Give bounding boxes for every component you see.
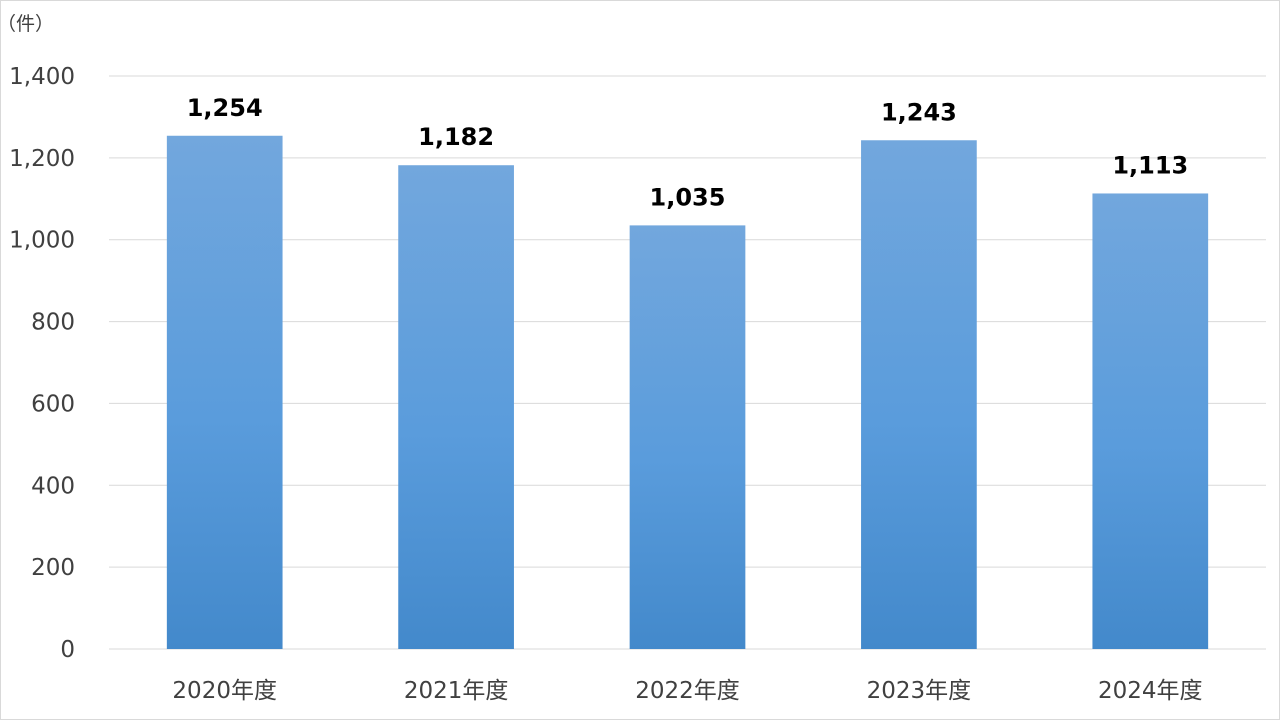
bar-2020年度 xyxy=(166,135,283,649)
bars xyxy=(166,135,1209,649)
data-label-2024年度: 1,113 xyxy=(1112,151,1188,179)
bar-2024年度 xyxy=(1092,193,1209,649)
x-tick-label-2024年度: 2024年度 xyxy=(1098,678,1203,704)
x-tick-label-2022年度: 2022年度 xyxy=(635,678,740,704)
y-tick-label-800: 800 xyxy=(31,310,75,336)
x-tick-label-2020年度: 2020年度 xyxy=(172,678,277,704)
data-label-2021年度: 1,182 xyxy=(418,123,494,151)
x-tick-label-2021年度: 2021年度 xyxy=(404,678,509,704)
y-tick-label-1000: 1,000 xyxy=(9,228,75,254)
bar-2023年度 xyxy=(861,140,977,649)
x-tick-label-2023年度: 2023年度 xyxy=(867,678,972,704)
y-axis-unit-label: （件） xyxy=(1,13,54,35)
data-label-2022年度: 1,035 xyxy=(650,183,726,211)
data-label-2023年度: 1,243 xyxy=(881,98,957,126)
y-tick-label-600: 600 xyxy=(31,391,75,417)
y-tick-label-200: 200 xyxy=(31,555,75,581)
y-axis-ticks: 0 200 400 600 800 1,000 1,200 1,400 xyxy=(9,64,75,663)
x-axis-categories: 2020年度 2021年度 2022年度 2023年度 2024年度 xyxy=(172,678,1202,704)
bar-2022年度 xyxy=(629,225,746,649)
data-label-2020年度: 1,254 xyxy=(187,94,263,122)
y-tick-label-1200: 1,200 xyxy=(9,146,75,172)
data-labels: 1,254 1,182 1,035 1,243 1,113 xyxy=(187,94,1189,212)
y-tick-label-1400: 1,400 xyxy=(9,64,75,90)
y-tick-label-400: 400 xyxy=(31,473,75,499)
y-tick-label-0: 0 xyxy=(60,637,75,663)
bar-2021年度 xyxy=(398,165,514,649)
